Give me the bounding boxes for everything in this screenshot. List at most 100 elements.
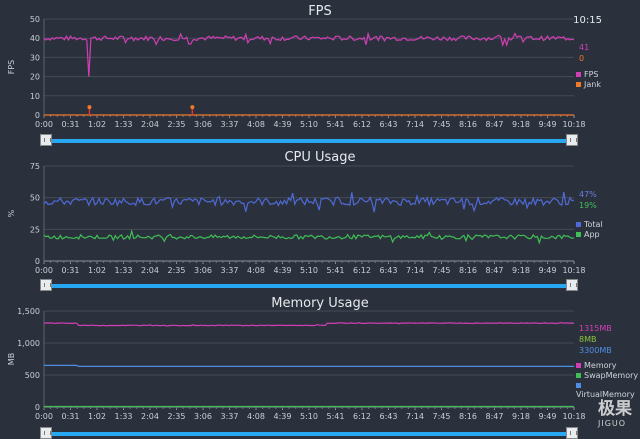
virtual-memory-current-value: 3300MB	[579, 346, 612, 355]
y-tick-label: 30	[30, 53, 40, 62]
memory-current-value: 1315MB	[579, 324, 612, 333]
x-tick-label: 5:10	[300, 412, 318, 421]
series-line-virtualmemory	[44, 364, 574, 368]
x-tick-label: 4:39	[274, 266, 292, 275]
x-tick-label: 4:08	[247, 120, 265, 129]
jank-legend-item: Jank	[576, 80, 601, 89]
memory-title: Memory Usage	[271, 296, 369, 311]
fps-current-value: 41	[579, 43, 590, 52]
x-tick-label: 8:16	[459, 412, 477, 421]
cpu-slider-left-handle[interactable]	[40, 279, 52, 291]
y-tick-label: 25	[30, 225, 40, 234]
cpu-total-current-value: 47%	[579, 190, 597, 199]
x-tick-label: 7:45	[433, 120, 451, 129]
x-tick-label: 8:47	[486, 412, 504, 421]
x-tick-label: 10:18	[562, 412, 585, 421]
x-tick-label: 5:10	[300, 266, 318, 275]
x-tick-label: 3:37	[221, 412, 239, 421]
fps-slider-left-handle[interactable]	[40, 134, 52, 146]
x-tick-label: 5:41	[327, 412, 345, 421]
x-tick-label: 5:41	[327, 266, 345, 275]
x-tick-label: 10:18	[562, 266, 585, 275]
y-axis-label: MB	[7, 353, 16, 365]
x-tick-label: 0:00	[35, 266, 53, 275]
x-tick-label: 8:47	[486, 120, 504, 129]
memory-slider-left-handle[interactable]	[40, 427, 52, 439]
x-tick-label: 5:10	[300, 120, 318, 129]
x-tick-label: 6:43	[380, 120, 398, 129]
x-tick-label: 3:06	[194, 266, 212, 275]
fps-slider-right-handle[interactable]	[566, 134, 578, 146]
cpu-panel: CPU Usage 0 25 50 75% 0:00 0:31 1:02 1:33 2:04 2:…	[0, 146, 640, 292]
x-tick-label: 3:37	[221, 120, 239, 129]
x-tick-label: 1:02	[88, 412, 106, 421]
x-tick-label: 2:35	[168, 266, 186, 275]
x-tick-label: 7:45	[433, 266, 451, 275]
y-axis-label: FPS	[7, 60, 16, 75]
jank-spike-marker	[190, 105, 195, 110]
fps-chart: 0 10 20 30 40 50 FPS 0:00 0:31 1:02 1:33 2:04 2:35 3:…	[7, 15, 586, 129]
series-line-app	[43, 228, 575, 245]
memory-slider-right-handle[interactable]	[566, 427, 578, 439]
x-tick-label: 9:18	[512, 412, 530, 421]
x-tick-label: 6:12	[353, 266, 371, 275]
cpu-range-slider[interactable]	[40, 279, 578, 291]
y-tick-label: 40	[30, 34, 40, 43]
memory-range-slider[interactable]	[40, 427, 578, 439]
x-tick-label: 7:45	[433, 412, 451, 421]
x-tick-label: 7:14	[406, 120, 424, 129]
jank-spike-marker	[87, 105, 92, 110]
x-tick-label: 8:16	[459, 266, 477, 275]
x-tick-label: 0:00	[35, 120, 53, 129]
x-tick-label: 10:18	[562, 120, 585, 129]
x-tick-label: 4:08	[247, 412, 265, 421]
fps-range-slider[interactable]	[40, 134, 578, 146]
x-tick-label: 2:04	[141, 120, 159, 129]
fps-legend-item: FPS	[576, 70, 599, 79]
swap-memory-legend-item: SwapMemory	[576, 371, 638, 380]
y-tick-label: 75	[30, 162, 40, 171]
x-tick-label: 4:39	[274, 120, 292, 129]
x-tick-label: 6:43	[380, 266, 398, 275]
x-tick-label: 7:14	[406, 266, 424, 275]
y-tick-label: 10	[30, 92, 40, 101]
x-tick-label: 4:08	[247, 266, 265, 275]
x-tick-label: 6:43	[380, 412, 398, 421]
watermark-logo: 极果 JIGUO	[598, 399, 632, 428]
y-tick-label: 50	[30, 15, 40, 24]
x-tick-label: 9:49	[539, 120, 557, 129]
fps-panel: FPS 0 10 20 30 40 50 FPS 0:00 0:31 1:02 1:33 2:04 2:…	[0, 0, 640, 146]
fps-title: FPS	[308, 4, 332, 19]
x-tick-label: 8:47	[486, 266, 504, 275]
y-tick-label: 1,000	[17, 339, 40, 348]
cpu-title: CPU Usage	[284, 150, 356, 165]
cpu-slider-right-handle[interactable]	[566, 279, 578, 291]
x-tick-label: 1:02	[88, 266, 106, 275]
y-tick-label: 50	[30, 194, 40, 203]
x-tick-label: 9:49	[539, 412, 557, 421]
x-tick-label: 9:18	[512, 266, 530, 275]
y-tick-label: 20	[30, 73, 40, 82]
clock: 10:15	[573, 15, 602, 26]
cpu-app-current-value: 19%	[579, 201, 597, 210]
memory-panel: Memory Usage 0 500 1,000 1,500 MB 0:00 0:31 1:0…	[0, 292, 640, 439]
x-tick-label: 7:14	[406, 412, 424, 421]
swap-memory-current-value: 8MB	[579, 335, 597, 344]
x-tick-label: 5:41	[327, 120, 345, 129]
x-tick-label: 2:04	[141, 266, 159, 275]
y-tick-label: 500	[25, 371, 40, 380]
x-tick-label: 0:31	[62, 266, 80, 275]
virtual-memory-legend-item: VirtualMemory	[576, 381, 640, 399]
x-tick-label: 6:12	[353, 412, 371, 421]
cpu-chart: 0 25 50 75% 0:00 0:31 1:02 1:33 2:04 2:35 3:06 3:37…	[7, 162, 586, 275]
x-tick-label: 2:04	[141, 412, 159, 421]
x-tick-label: 1:33	[115, 120, 133, 129]
x-tick-label: 9:49	[539, 266, 557, 275]
series-line-fps	[43, 31, 575, 77]
x-tick-label: 1:33	[115, 412, 133, 421]
x-tick-label: 3:06	[194, 412, 212, 421]
x-tick-label: 1:02	[88, 120, 106, 129]
y-tick-label: 1,500	[17, 307, 40, 316]
x-tick-label: 2:35	[168, 120, 186, 129]
memory-legend-item: Memory	[576, 361, 617, 370]
